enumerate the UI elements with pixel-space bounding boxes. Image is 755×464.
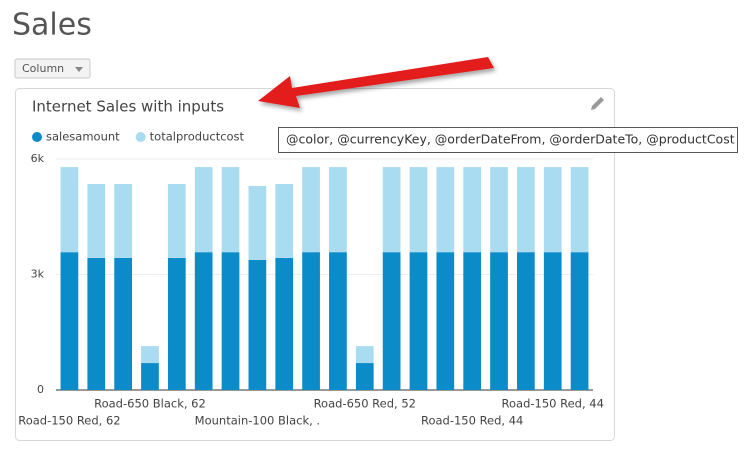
legend-swatch	[135, 132, 146, 142]
x-tick-label: Road-150 Red, 62	[18, 414, 120, 428]
annotation-arrow	[258, 57, 494, 108]
bar-segment	[570, 252, 589, 390]
bar-segment	[329, 167, 347, 253]
bar-segment	[436, 167, 455, 253]
bar-segment	[382, 167, 401, 253]
bar-segment	[409, 252, 428, 390]
button-label: Column	[22, 62, 64, 75]
bar-segment	[436, 252, 455, 390]
bar-segment	[60, 252, 79, 390]
bar-segment	[302, 167, 320, 253]
bar-segment	[355, 363, 374, 390]
bar-segment	[382, 252, 401, 390]
bar-segment	[167, 257, 186, 390]
x-tick-label: Road-650 Red, 52	[314, 397, 416, 411]
dropdown-caret	[75, 67, 83, 72]
tooltip: @color, @currencyKey, @orderDateFrom, @o…	[278, 127, 738, 153]
legend-label: totalproductcost	[150, 130, 245, 144]
bar-segment	[141, 346, 159, 364]
bar-segment	[248, 259, 267, 390]
bar-segment	[543, 252, 562, 390]
edit-icon[interactable]	[591, 97, 604, 110]
bar-segment	[167, 184, 186, 258]
bar-segment	[490, 167, 508, 253]
bar-segment	[275, 257, 294, 390]
bar-segment	[275, 184, 294, 258]
legend-swatch	[32, 132, 42, 142]
bar-segment	[463, 167, 482, 253]
legend-label: salesamount	[46, 130, 120, 144]
bar-segment	[248, 185, 267, 260]
x-tick-label: Road-650 Black, 62	[94, 397, 206, 411]
x-tick-label: Road-150 Red, 44	[421, 414, 523, 428]
bar-segment	[355, 346, 374, 364]
tooltip-text: @color, @currencyKey, @orderDateFrom, @o…	[286, 132, 735, 147]
x-tick-label: Mountain-100 Black, .	[195, 414, 320, 428]
y-tick-label: 0	[37, 383, 44, 396]
bar-segment	[141, 363, 159, 390]
page-title: Sales	[12, 8, 92, 43]
bar-segment	[194, 252, 213, 390]
bar-segment	[517, 167, 535, 253]
x-tick-label: Road-150 Red, 44	[502, 397, 604, 411]
bar-segment	[194, 167, 213, 253]
bar-segment	[302, 252, 320, 390]
bar-segment	[114, 257, 132, 390]
bar-segment	[60, 167, 79, 253]
chart-type-button[interactable]: Column	[14, 58, 91, 79]
pencil	[591, 97, 604, 110]
bar-segment	[463, 252, 482, 390]
bar-segment	[114, 184, 132, 258]
bar-segment	[490, 252, 508, 390]
tooltip-frame	[278, 127, 738, 153]
bar-segment	[517, 252, 535, 390]
chart-title: Internet Sales with inputs	[32, 98, 224, 116]
bar-segment	[409, 167, 428, 253]
bar-segment	[329, 252, 347, 390]
y-tick-label: 3k	[31, 268, 45, 281]
bar-segment	[570, 167, 589, 253]
bar-segment	[221, 252, 240, 390]
bar-segment	[221, 167, 240, 253]
bar-segment	[87, 184, 106, 258]
button-frame	[14, 58, 91, 79]
arrow-shape	[258, 57, 494, 108]
bar-segment	[543, 167, 562, 253]
y-tick-label: 6k	[31, 152, 45, 165]
bar-segment	[87, 257, 106, 390]
